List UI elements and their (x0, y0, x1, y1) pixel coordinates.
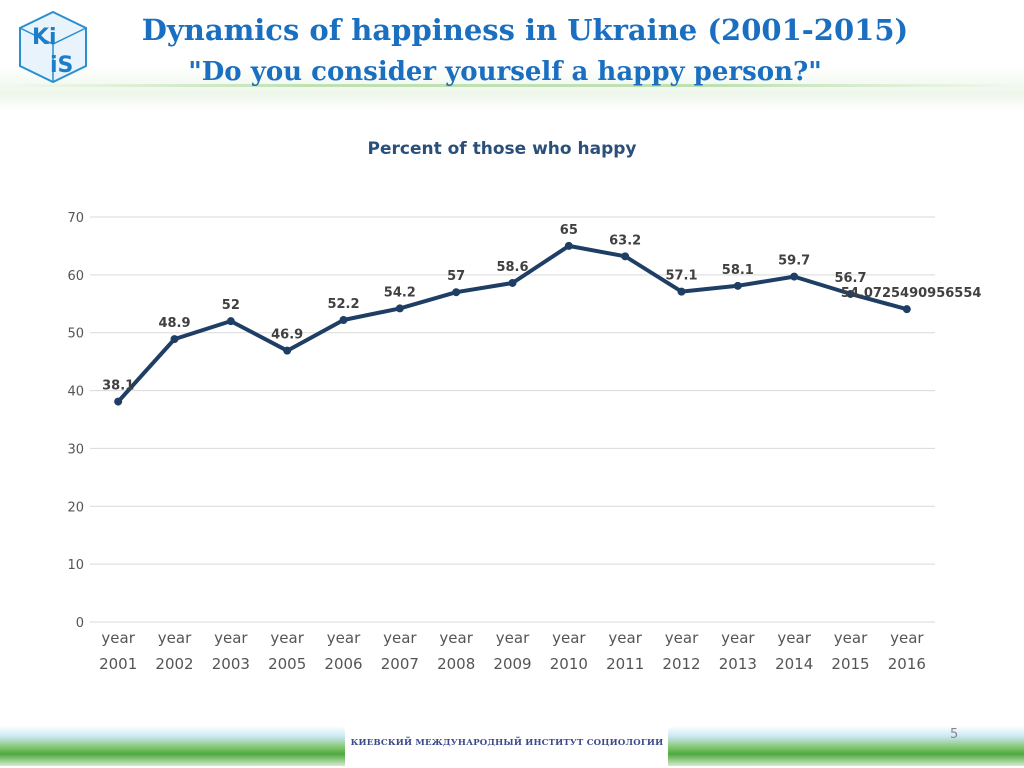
x-tick-label-line1: year (101, 629, 135, 647)
x-tick-label-line1: year (665, 629, 699, 647)
data-point (790, 272, 799, 281)
data-point (902, 305, 911, 314)
x-tick-label-line2: 2001 (99, 655, 137, 673)
data-point (339, 315, 348, 324)
data-label: 56.7 (834, 271, 866, 286)
data-label: 58.1 (722, 263, 754, 278)
x-tick-label-line2: 2009 (493, 655, 531, 673)
x-tick-label-line2: 2015 (831, 655, 869, 673)
data-point (452, 288, 461, 297)
data-point (733, 281, 742, 290)
data-point (395, 304, 404, 313)
data-label: 65 (560, 223, 578, 238)
y-tick-label: 30 (67, 442, 84, 457)
logo-text-bottom: iS (50, 53, 73, 78)
x-tick-label-line2: 2006 (324, 655, 362, 673)
header-band (0, 0, 1024, 110)
x-tick-label-line1: year (270, 629, 304, 647)
y-axis-ticks: 0 10 20 30 40 50 60 70 (67, 211, 84, 631)
x-tick-label-line1: year (327, 629, 361, 647)
footer: КИЕВСКИЙ МЕЖДУНАРОДНЫЙ ИНСТИТУТ СОЦИОЛОГ… (0, 712, 1024, 768)
x-tick-label-line2: 2003 (212, 655, 250, 673)
x-tick-label-line2: 2010 (550, 655, 588, 673)
page-title: Dynamics of happiness in Ukraine (2001-2… (141, 13, 909, 47)
x-tick-label-line2: 2012 (662, 655, 700, 673)
x-tick-label-line1: year (552, 629, 586, 647)
y-tick-label: 10 (67, 558, 84, 573)
x-tick-label-line1: year (158, 629, 192, 647)
data-label: 38.1 (102, 379, 134, 394)
data-label: 54.2 (384, 285, 416, 300)
x-tick-label-line2: 2013 (719, 655, 757, 673)
chart-grid (90, 216, 935, 623)
kiis-logo: Ki iS (19, 10, 87, 84)
line-chart: Percent of those who happy 0 10 20 30 40 50 60… (67, 139, 981, 673)
x-tick-label-line2: 2016 (888, 655, 926, 673)
y-tick-label: 20 (67, 500, 84, 515)
data-point (508, 278, 517, 287)
x-tick-label-line1: year (496, 629, 530, 647)
series-points (114, 241, 911, 406)
y-tick-label: 0 (76, 616, 84, 631)
data-point (283, 346, 292, 355)
page-number: 5 (950, 727, 959, 742)
y-tick-label: 40 (67, 385, 84, 400)
data-point (226, 317, 235, 326)
x-tick-label-line1: year (383, 629, 417, 647)
data-label: 52 (222, 298, 240, 313)
x-tick-label-line1: year (777, 629, 811, 647)
data-label: 54.0725490956554 (841, 286, 982, 301)
data-labels: 38.1 48.9 52 46.9 52.2 54.2 57 58.6 65 63.2 57.1 58… (102, 223, 981, 394)
data-label: 57 (447, 269, 465, 284)
data-label: 57.1 (665, 269, 697, 284)
data-point (846, 289, 855, 298)
chart-title: Percent of those who happy (368, 139, 637, 159)
logo-text-top: Ki (32, 25, 57, 50)
data-point (170, 335, 179, 344)
x-tick-label-line1: year (608, 629, 642, 647)
data-label: 52.2 (327, 297, 359, 312)
y-tick-label: 60 (67, 269, 84, 284)
header-divider (0, 84, 1024, 87)
y-tick-label: 50 (67, 327, 84, 342)
data-point (677, 287, 686, 296)
data-label: 48.9 (158, 316, 190, 331)
footer-wave-left (0, 726, 345, 766)
x-tick-label-line1: year (890, 629, 924, 647)
page-subtitle: "Do you consider yourself a happy person… (188, 57, 822, 87)
x-tick-label-line2: 2011 (606, 655, 644, 673)
x-tick-label-line1: year (439, 629, 473, 647)
data-point (114, 397, 123, 406)
x-tick-label-line1: year (834, 629, 868, 647)
data-label: 58.6 (496, 260, 528, 275)
x-tick-label-line1: year (721, 629, 755, 647)
footer-wave-right (668, 726, 1024, 766)
x-tick-label-line2: 2005 (268, 655, 306, 673)
data-label: 46.9 (271, 328, 303, 343)
x-tick-label-line2: 2008 (437, 655, 475, 673)
x-tick-label-line2: 2014 (775, 655, 813, 673)
data-label: 63.2 (609, 233, 641, 248)
data-point (564, 241, 573, 250)
data-label: 59.7 (778, 254, 810, 269)
y-tick-label: 70 (67, 211, 84, 226)
x-tick-label-line1: year (214, 629, 248, 647)
x-axis-ticks: year 2001 year 2002 year 2003 year 2005 year 2006… (99, 629, 926, 673)
institute-name: КИЕВСКИЙ МЕЖДУНАРОДНЫЙ ИНСТИТУТ СОЦИОЛОГ… (350, 738, 664, 748)
x-tick-label-line2: 2002 (155, 655, 193, 673)
data-point (621, 252, 630, 261)
x-tick-label-line2: 2007 (381, 655, 419, 673)
